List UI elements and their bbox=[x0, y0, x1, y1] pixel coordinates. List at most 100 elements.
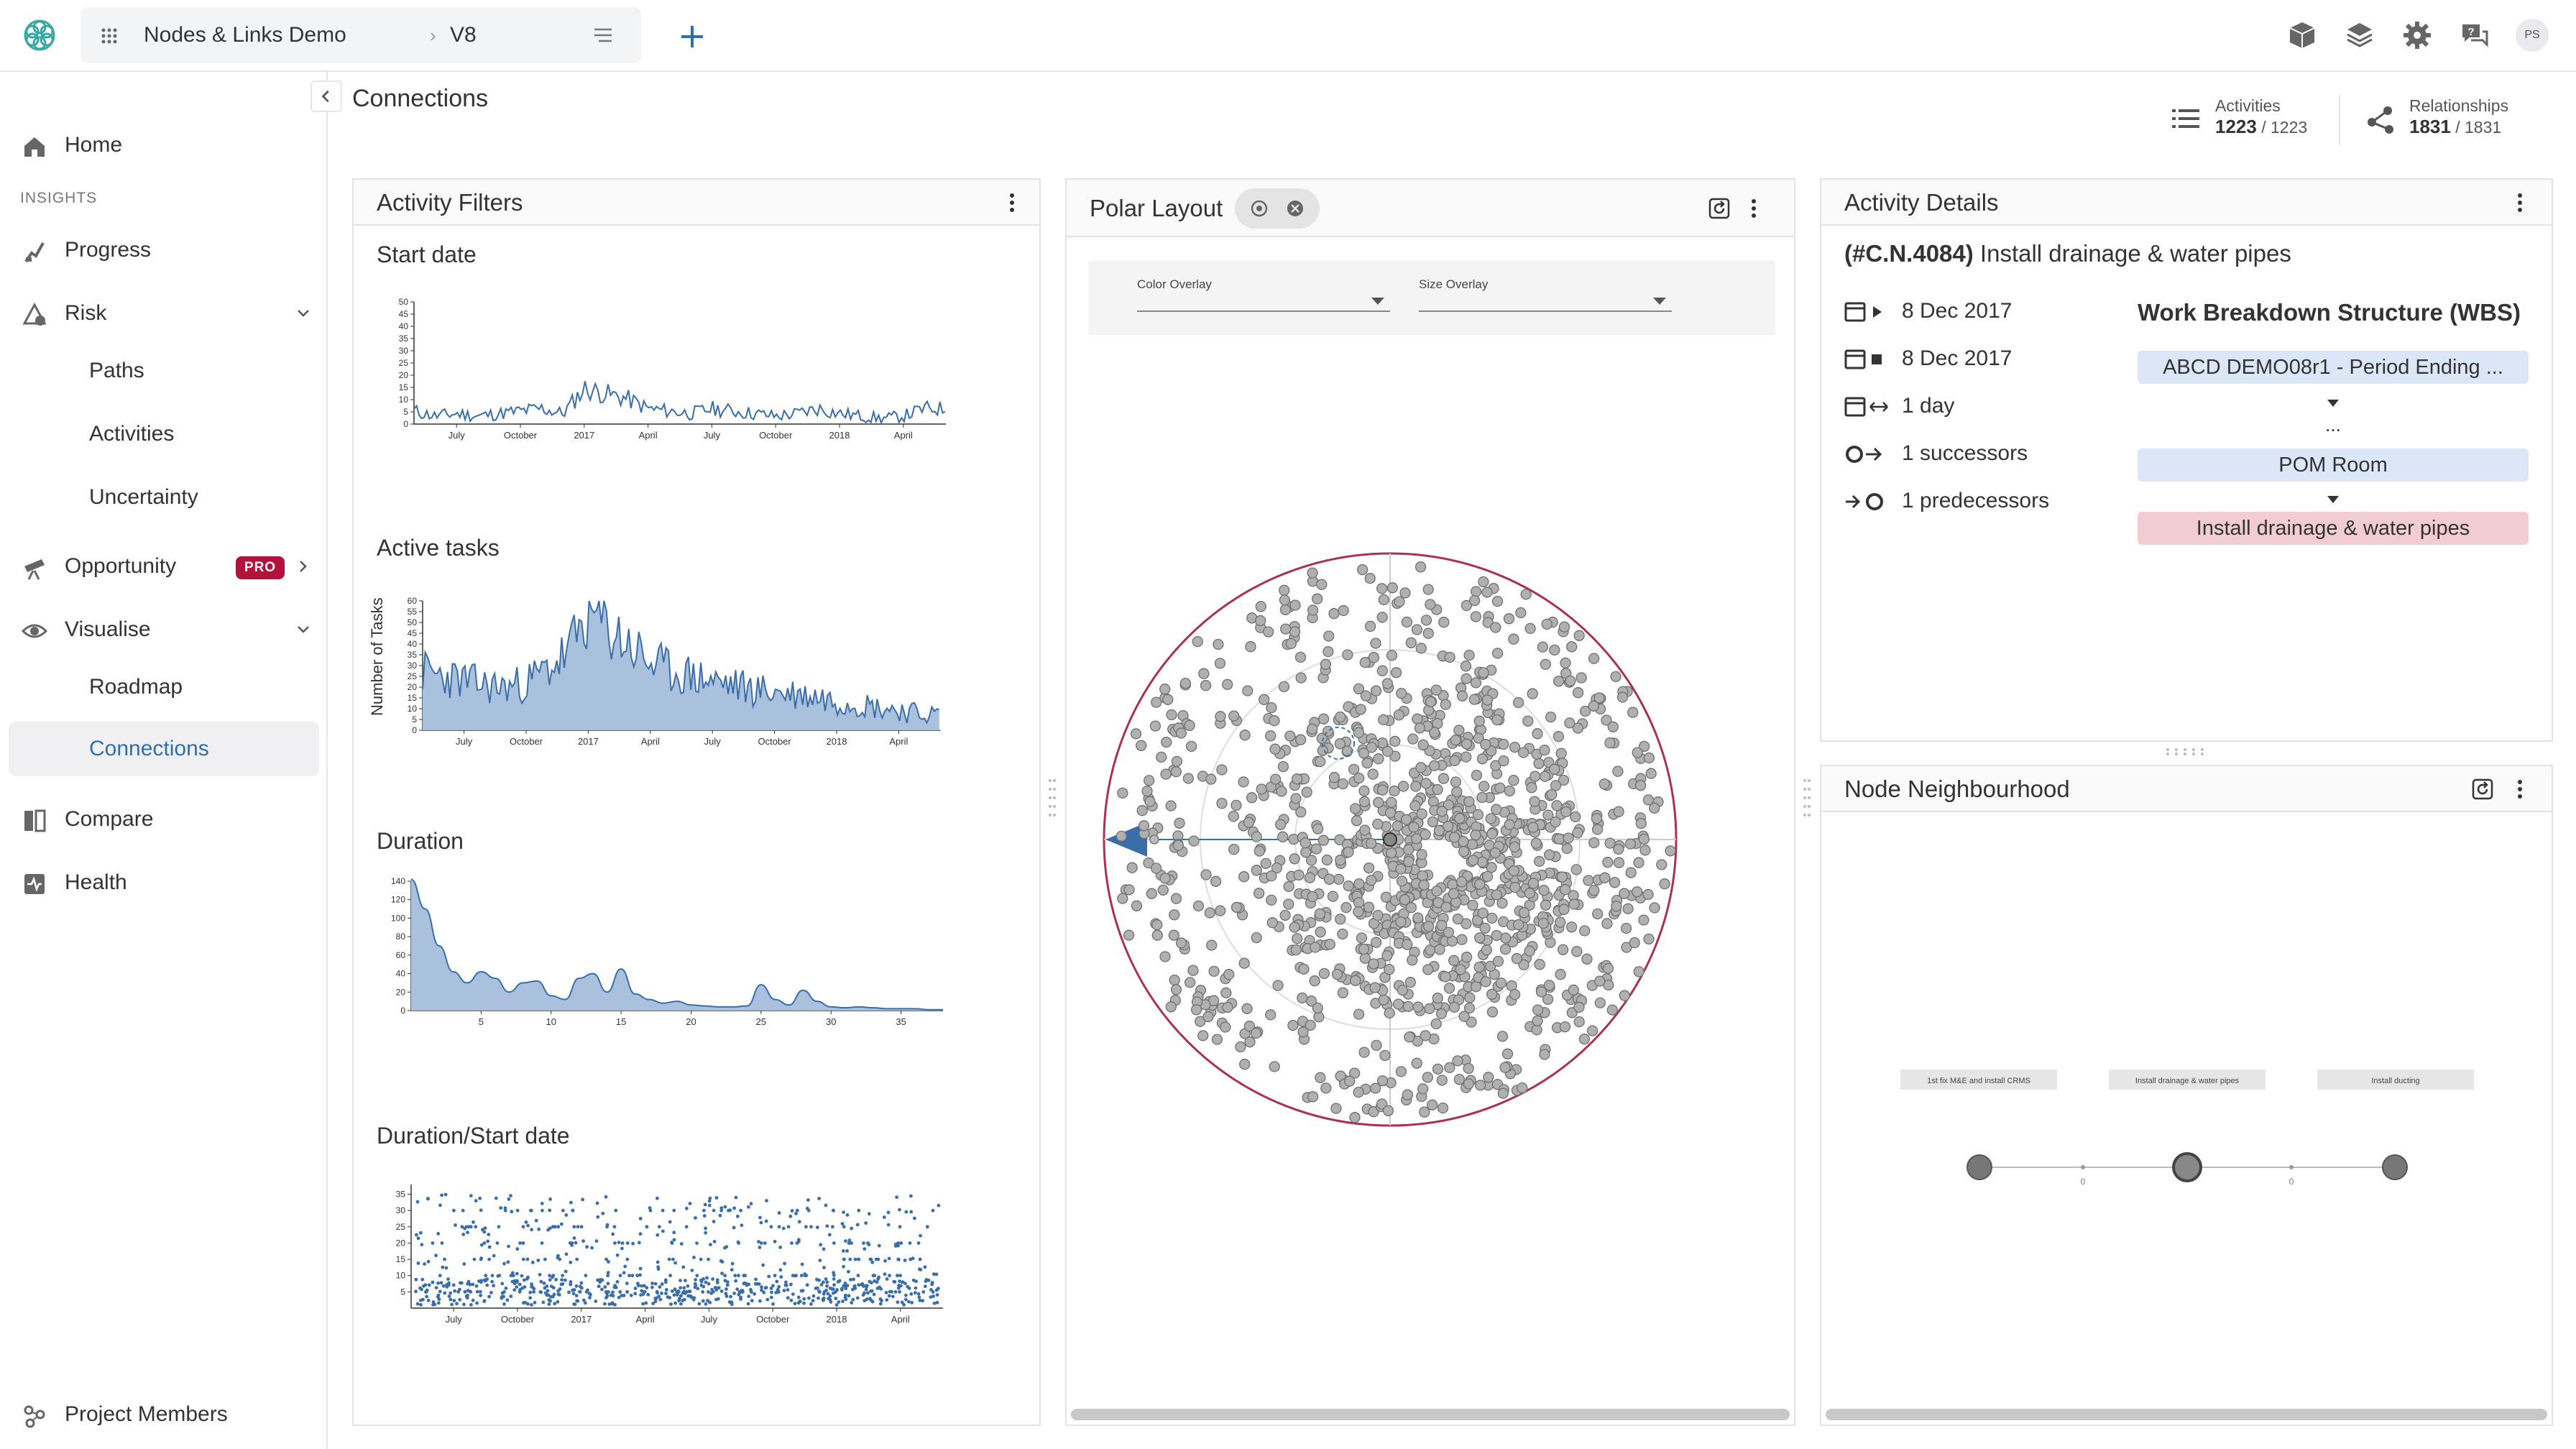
polar-node[interactable] bbox=[1300, 837, 1311, 849]
polar-node[interactable] bbox=[1540, 899, 1552, 911]
polar-node[interactable] bbox=[1643, 933, 1655, 945]
polar-node[interactable] bbox=[1431, 886, 1443, 897]
polar-node[interactable] bbox=[1498, 738, 1509, 750]
polar-node[interactable] bbox=[1613, 843, 1624, 855]
polar-node[interactable] bbox=[1266, 702, 1277, 714]
polar-node[interactable] bbox=[1307, 567, 1318, 579]
polar-node[interactable] bbox=[1420, 829, 1431, 840]
polar-node[interactable] bbox=[1464, 992, 1476, 1003]
polar-node[interactable] bbox=[1629, 937, 1640, 949]
polar-node[interactable] bbox=[1188, 835, 1200, 847]
polar-node[interactable] bbox=[1416, 849, 1427, 860]
polar-node[interactable] bbox=[1151, 696, 1162, 708]
polar-node[interactable] bbox=[1513, 919, 1524, 931]
polar-node[interactable] bbox=[1496, 897, 1508, 909]
polar-node[interactable] bbox=[1222, 1001, 1233, 1013]
polar-node[interactable] bbox=[1438, 617, 1450, 628]
polar-node[interactable] bbox=[1540, 658, 1551, 671]
polar-node[interactable] bbox=[1317, 834, 1330, 846]
polar-node[interactable] bbox=[1619, 990, 1630, 1001]
wbs-level-2[interactable]: POM Room bbox=[2138, 448, 2529, 482]
polar-node[interactable] bbox=[1390, 667, 1402, 678]
polar-node[interactable] bbox=[1491, 889, 1502, 901]
polar-node[interactable] bbox=[1331, 968, 1343, 980]
polar-node[interactable] bbox=[1532, 728, 1543, 740]
polar-node[interactable] bbox=[1418, 879, 1430, 891]
polar-node[interactable] bbox=[1184, 977, 1196, 988]
polar-node[interactable] bbox=[1269, 743, 1281, 755]
polar-node[interactable] bbox=[1477, 907, 1489, 919]
polar-node[interactable] bbox=[1370, 638, 1381, 649]
graph-node-1[interactable] bbox=[1966, 1154, 1992, 1180]
polar-node[interactable] bbox=[1656, 859, 1668, 870]
polar-node[interactable] bbox=[1526, 782, 1537, 794]
polar-node[interactable] bbox=[1244, 1036, 1256, 1048]
polar-node[interactable] bbox=[1376, 612, 1388, 623]
polar-node[interactable] bbox=[1392, 998, 1404, 1010]
polar-node[interactable] bbox=[1213, 638, 1224, 650]
polar-node[interactable] bbox=[1174, 817, 1185, 829]
polar-node[interactable] bbox=[1168, 929, 1179, 941]
polar-node[interactable] bbox=[1338, 604, 1349, 617]
polar-node[interactable] bbox=[1425, 599, 1436, 610]
polar-node[interactable] bbox=[1490, 622, 1501, 633]
more-vertical-icon[interactable] bbox=[2508, 191, 2531, 214]
polar-node[interactable] bbox=[1492, 955, 1504, 967]
polar-node[interactable] bbox=[1274, 819, 1287, 830]
polar-node[interactable] bbox=[1334, 738, 1346, 750]
polar-node[interactable] bbox=[1532, 1015, 1543, 1026]
polar-node[interactable] bbox=[1546, 788, 1558, 801]
polar-node[interactable] bbox=[1366, 837, 1377, 850]
polar-node[interactable] bbox=[1353, 1008, 1365, 1020]
polar-node[interactable] bbox=[1444, 1062, 1455, 1074]
polar-node[interactable] bbox=[1246, 792, 1258, 804]
polar-node[interactable] bbox=[1397, 984, 1409, 996]
polar-node[interactable] bbox=[1358, 748, 1370, 759]
polar-node[interactable] bbox=[1489, 847, 1501, 859]
polar-node[interactable] bbox=[1635, 818, 1647, 829]
sidebar-item-connections[interactable]: Connections bbox=[9, 722, 319, 776]
polar-node[interactable] bbox=[1307, 1091, 1319, 1103]
polar-node[interactable] bbox=[1594, 997, 1606, 1009]
target-icon[interactable] bbox=[1249, 198, 1269, 218]
polar-node[interactable] bbox=[1315, 755, 1326, 768]
polar-node[interactable] bbox=[1175, 727, 1187, 739]
polar-node[interactable] bbox=[1241, 1003, 1253, 1015]
polar-node[interactable] bbox=[1563, 832, 1574, 844]
polar-node[interactable] bbox=[1238, 957, 1250, 969]
polar-node[interactable] bbox=[1555, 916, 1566, 928]
polar-node[interactable] bbox=[1551, 800, 1563, 811]
polar-node[interactable] bbox=[1143, 857, 1154, 869]
polar-node[interactable] bbox=[1394, 596, 1405, 607]
polar-node[interactable] bbox=[1565, 675, 1576, 687]
polar-node[interactable] bbox=[1432, 783, 1443, 796]
polar-node[interactable] bbox=[1604, 737, 1616, 749]
sidebar-item-opportunity[interactable]: Opportunity PRO bbox=[0, 540, 328, 592]
polar-node[interactable] bbox=[1481, 870, 1494, 883]
project-selector[interactable]: Nodes & Links Demo › V8 bbox=[80, 7, 641, 63]
polar-node[interactable] bbox=[1402, 1089, 1413, 1100]
polar-node[interactable] bbox=[1460, 738, 1473, 750]
polar-node[interactable] bbox=[1278, 681, 1290, 693]
polar-node[interactable] bbox=[1571, 946, 1583, 957]
polar-node[interactable] bbox=[1556, 871, 1568, 883]
polar-node[interactable] bbox=[1400, 814, 1412, 825]
polar-node[interactable] bbox=[1182, 773, 1195, 784]
polar-node[interactable] bbox=[1366, 875, 1377, 886]
polar-node[interactable] bbox=[1228, 710, 1240, 722]
polar-node[interactable] bbox=[1287, 1019, 1299, 1031]
polar-node[interactable] bbox=[1463, 1002, 1476, 1014]
polar-node[interactable] bbox=[1517, 1082, 1528, 1094]
polar-node[interactable] bbox=[1542, 993, 1554, 1006]
polar-node[interactable] bbox=[1649, 902, 1660, 914]
polar-node[interactable] bbox=[1318, 967, 1330, 980]
chevron-down-icon[interactable] bbox=[295, 621, 312, 638]
polar-node[interactable] bbox=[1283, 898, 1294, 910]
polar-node[interactable] bbox=[1440, 971, 1451, 983]
project-version[interactable]: V8 bbox=[450, 23, 477, 47]
polar-node[interactable] bbox=[1470, 829, 1481, 841]
polar-node[interactable] bbox=[1266, 917, 1278, 929]
polar-node[interactable] bbox=[1610, 671, 1622, 683]
polar-node[interactable] bbox=[1476, 856, 1488, 868]
